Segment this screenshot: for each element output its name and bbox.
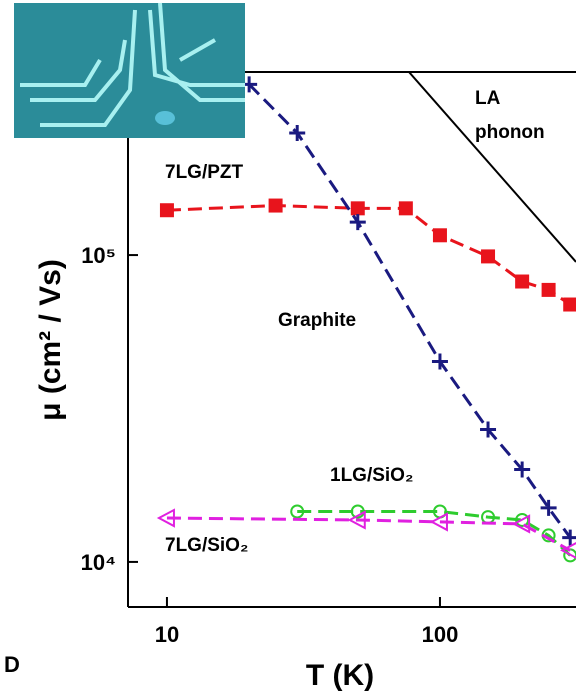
series-label: 7LG/PZT — [165, 162, 243, 184]
y-axis-label: μ (cm² / Vs) — [34, 259, 67, 421]
y-tick-label: 10⁴ — [81, 550, 116, 575]
x-tick-label: 10 — [155, 622, 179, 647]
marker — [433, 228, 447, 242]
series-line — [167, 206, 570, 305]
marker — [269, 199, 283, 213]
inset-photo — [14, 3, 245, 138]
x-axis-label: T (K) — [306, 659, 374, 692]
series-label: LA phonon — [475, 82, 535, 150]
panel-label: D — [4, 652, 20, 677]
y-tick-label: 10⁵ — [81, 243, 116, 268]
series-label: Graphite — [278, 310, 356, 332]
series-label: 7LG/SiO₂ — [165, 535, 248, 557]
marker — [399, 201, 413, 215]
series-label: 1LG/SiO₂ — [330, 465, 413, 487]
marker — [563, 298, 576, 312]
marker — [351, 201, 365, 215]
marker — [542, 283, 556, 297]
marker — [481, 249, 495, 263]
marker — [160, 203, 174, 217]
x-tick-label: 100 — [422, 622, 459, 647]
figure: T (K) μ (cm² / Vs) D 10 100 10⁴ 10⁵ 7LG/PZT… — [0, 0, 576, 699]
marker — [515, 275, 529, 289]
